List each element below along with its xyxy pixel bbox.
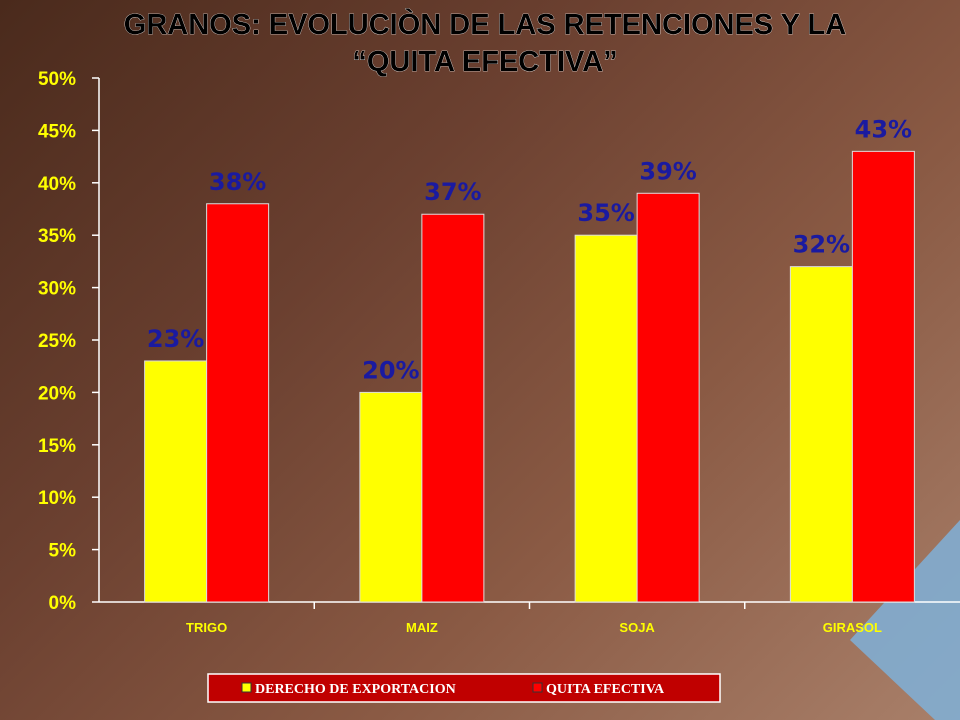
data-label-maiz-quita: 37% (424, 178, 481, 206)
y-tick-label: 35% (38, 226, 76, 247)
bar-soja-derecho (574, 234, 638, 603)
data-label-soja-derecho: 35% (577, 199, 634, 227)
data-label-girasol-derecho: 32% (793, 231, 850, 259)
data-label-maiz-derecho: 20% (362, 356, 419, 384)
y-tick-label: 45% (38, 121, 76, 142)
y-tick-label: 40% (38, 174, 76, 195)
chart-title-line-2: “QUITA EFECTIVA” (352, 46, 617, 78)
legend-label-quita: QUITA EFECTIVA (546, 682, 665, 697)
y-tick-label: 0% (49, 593, 77, 614)
y-tick-label: 20% (38, 383, 76, 404)
bar-trigo-quita (206, 203, 270, 603)
x-tick-label-girasol: GIRASOL (823, 620, 882, 635)
bar-girasol-derecho (789, 266, 853, 603)
y-tick-label: 25% (38, 331, 76, 352)
data-label-trigo-quita: 38% (209, 168, 266, 196)
bar-maiz-derecho (359, 391, 423, 603)
chart-title-line-1: GRANOS: EVOLUCIÒN DE LAS RETENCIONES Y L… (124, 7, 846, 41)
y-tick-label: 50% (38, 69, 76, 90)
legend-label-derecho: DERECHO DE EXPORTACION (255, 682, 456, 697)
data-label-soja-quita: 39% (639, 157, 696, 185)
bar-maiz-quita (421, 213, 485, 603)
data-label-girasol-quita: 43% (855, 115, 912, 143)
y-tick-label: 5% (49, 541, 77, 562)
y-tick-label: 30% (38, 279, 76, 300)
legend-box (207, 673, 721, 703)
legend-swatch-quita (532, 682, 543, 693)
bar-girasol-quita (851, 150, 915, 603)
y-tick-label: 10% (38, 488, 76, 509)
data-label-trigo-derecho: 23% (147, 325, 204, 353)
x-tick-label-maiz: MAIZ (406, 620, 438, 635)
x-tick-label-soja: SOJA (619, 620, 655, 635)
legend-swatch-derecho (241, 682, 252, 693)
y-tick-label: 15% (38, 436, 76, 457)
bar-trigo-derecho (144, 360, 208, 603)
bar-soja-quita (636, 192, 700, 603)
decorative-corner-shape (850, 520, 960, 720)
x-tick-label-trigo: TRIGO (186, 620, 227, 635)
